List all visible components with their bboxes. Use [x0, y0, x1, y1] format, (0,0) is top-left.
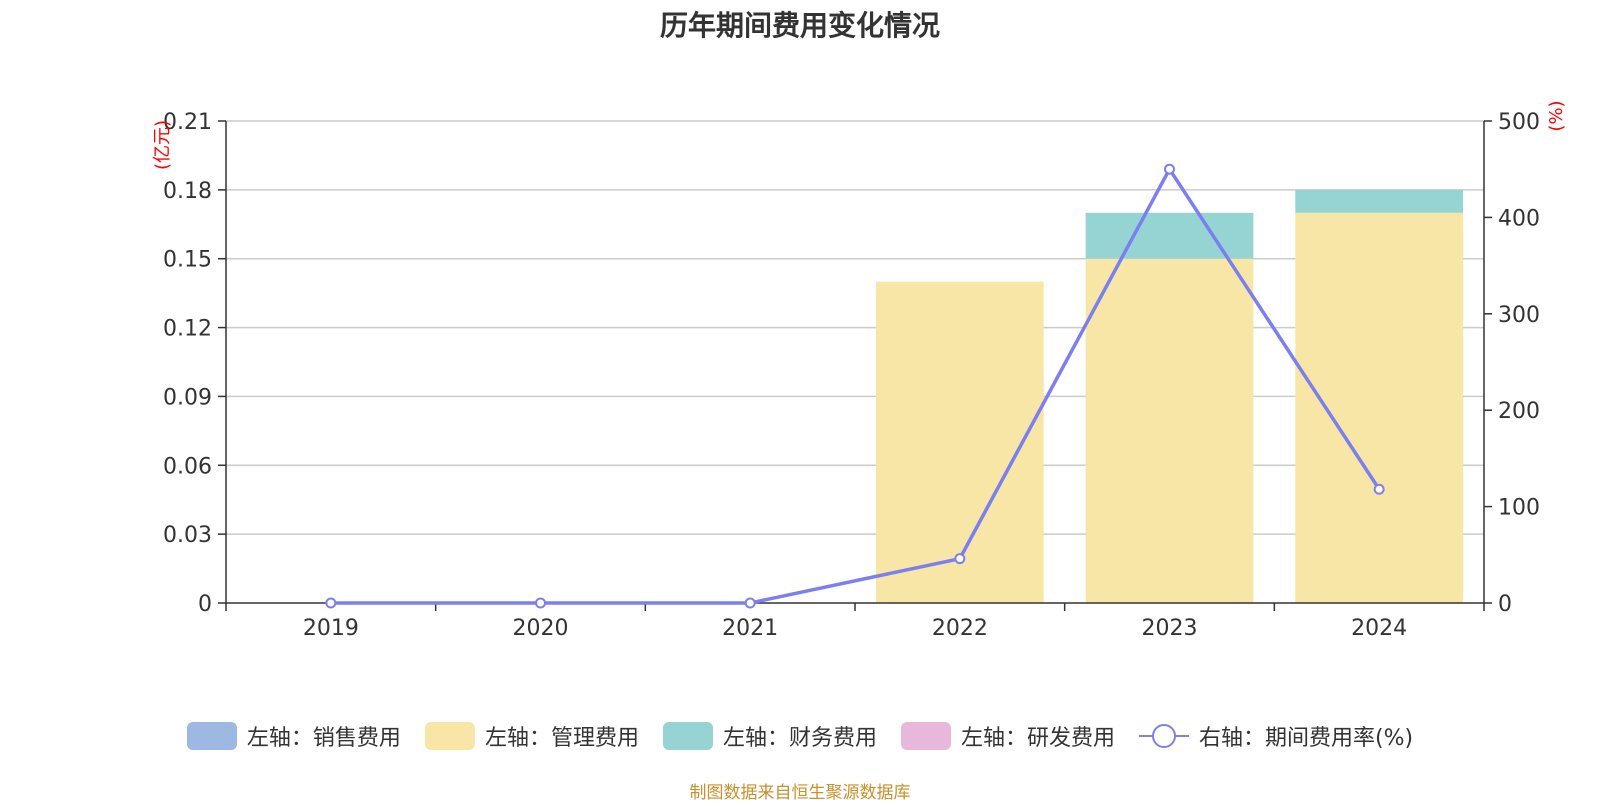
- legend-item[interactable]: 左轴：销售费用: [186, 720, 401, 752]
- legend-label: 左轴：管理费用: [484, 726, 639, 751]
- legend-swatch: [186, 722, 237, 750]
- bar: [1085, 258, 1254, 603]
- x-tick-label: 2022: [932, 616, 988, 641]
- left-tick-label: 0.15: [163, 248, 212, 273]
- right-axis-unit: (%): [1546, 100, 1567, 131]
- x-tick-label: 2020: [513, 616, 569, 641]
- rate-point: [1164, 163, 1175, 175]
- legend-item[interactable]: 右轴：期间费用率(%): [1138, 720, 1414, 752]
- left-axis-unit: (亿元): [152, 120, 173, 170]
- left-tick-label: 0: [198, 592, 212, 617]
- x-tick-label: 2021: [722, 616, 778, 641]
- x-tick-label: 2019: [303, 616, 359, 641]
- axes: 0 0.03 0.06 0.09 0.12 0.15 0.18 0.21 0 100 200 300 4…: [163, 110, 1540, 641]
- legend-swatch: [424, 722, 475, 750]
- left-tick-label: 0.03: [163, 523, 212, 548]
- legend-swatch: [662, 722, 713, 750]
- rate-point: [325, 597, 337, 609]
- legend: 左轴：销售费用 左轴：管理费用 左轴：财务费用 左轴：研发费用 右轴：期间费用率(%): [0, 720, 1600, 752]
- x-tick-label: 2024: [1351, 616, 1407, 641]
- data-source-note: 制图数据来自恒生聚源数据库: [689, 783, 911, 803]
- legend-label: 左轴：研发费用: [960, 726, 1115, 751]
- x-tick-label: 2023: [1142, 616, 1198, 641]
- bar: [1085, 212, 1254, 259]
- right-tick-label: 300: [1498, 303, 1540, 328]
- rate-line-path: [330, 165, 1381, 605]
- bar: [1295, 212, 1464, 604]
- chart-title: 历年期间费用变化情况: [659, 9, 940, 42]
- bar: [1295, 189, 1464, 213]
- legend-line-marker: [1138, 722, 1189, 750]
- left-tick-label: 0.18: [163, 179, 212, 204]
- left-tick-label: 0.09: [163, 385, 212, 410]
- right-tick-label: 400: [1498, 206, 1540, 231]
- grid-lines: [226, 120, 1484, 535]
- legend-swatch: [900, 722, 951, 750]
- rate-point: [954, 553, 966, 565]
- legend-item[interactable]: 左轴：研发费用: [900, 720, 1115, 752]
- legend-label: 左轴：销售费用: [246, 726, 401, 751]
- rate-point: [744, 597, 756, 609]
- rate-line: [325, 163, 1385, 609]
- right-tick-label: 500: [1498, 110, 1540, 135]
- right-tick-label: 200: [1498, 399, 1540, 424]
- rate-point: [535, 597, 546, 609]
- bars: [875, 189, 1464, 604]
- right-tick-label: 100: [1498, 496, 1540, 521]
- left-tick-label: 0.12: [163, 317, 212, 342]
- legend-item[interactable]: 左轴：管理费用: [424, 720, 639, 752]
- right-tick-label: 0: [1498, 592, 1512, 617]
- left-tick-label: 0.06: [163, 454, 212, 479]
- bar: [875, 281, 1044, 603]
- legend-label: 左轴：财务费用: [722, 726, 877, 751]
- rate-point: [1373, 483, 1385, 495]
- left-tick-label: 0.21: [163, 110, 212, 135]
- legend-label: 右轴：期间费用率(%): [1198, 726, 1414, 751]
- legend-item[interactable]: 左轴：财务费用: [662, 720, 877, 752]
